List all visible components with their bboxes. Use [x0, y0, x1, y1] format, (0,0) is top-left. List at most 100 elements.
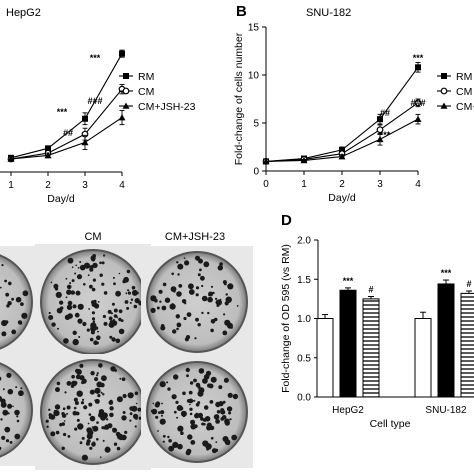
significance-label: ##	[63, 128, 73, 138]
significance-label: ***	[57, 107, 68, 117]
significance-label: ***	[343, 276, 354, 286]
colony-dot	[183, 316, 187, 321]
legend-marker	[441, 73, 447, 79]
colony-dot	[157, 430, 159, 432]
colony-dot	[177, 273, 180, 276]
colony-dot	[157, 411, 161, 414]
colony-dot	[102, 314, 106, 319]
colony-dot	[193, 378, 197, 383]
colony-dot	[100, 391, 103, 394]
colony-dot	[210, 319, 216, 324]
data-point	[7, 155, 15, 162]
colony-dot	[111, 302, 115, 306]
colony-dot	[74, 401, 79, 405]
colony-dot	[56, 381, 61, 386]
colony-dot	[87, 422, 90, 425]
colony-dot	[14, 433, 21, 440]
colony-dot	[7, 412, 10, 415]
data-point	[118, 114, 126, 121]
colony-dot	[138, 416, 142, 420]
colony-dot	[99, 363, 103, 367]
colony-dot	[91, 317, 96, 321]
colony-dot	[81, 436, 85, 440]
colony-dot	[6, 372, 12, 378]
colony-dot	[67, 435, 71, 438]
panel-c-col-cm: CM	[84, 231, 101, 243]
colony-dot	[187, 434, 193, 440]
y-axis-label: Fold-change of cells number	[233, 32, 245, 165]
colony-dot	[96, 381, 103, 388]
colony-dot	[133, 304, 138, 309]
colony-dot	[202, 440, 209, 447]
colony-dot	[83, 405, 88, 410]
colony-dot	[216, 304, 220, 307]
colony-dot	[1, 264, 4, 267]
colony-dot	[207, 383, 212, 388]
colony-dot	[79, 264, 86, 271]
colony-dot	[71, 266, 74, 269]
colony-dot	[11, 329, 17, 335]
colony-dot	[109, 320, 114, 324]
colony-dot	[85, 441, 90, 446]
colony-dot	[89, 337, 94, 342]
colony-dot	[168, 445, 175, 452]
colony-dot	[1, 331, 7, 337]
colony-dot	[65, 277, 68, 280]
colony-dot	[102, 393, 105, 396]
colony-dot	[55, 430, 60, 435]
colony-dot	[92, 278, 96, 282]
colony-dot	[203, 405, 209, 410]
colony-dot	[59, 300, 64, 305]
colony-dot	[2, 388, 5, 391]
colony-dot	[230, 326, 233, 329]
colony-dot	[115, 338, 121, 344]
colony-dot	[72, 330, 77, 335]
colony-dot	[94, 377, 99, 382]
legend-label: CM	[456, 86, 472, 98]
colony-dot	[198, 258, 203, 264]
panel-a-title: HepG2	[6, 7, 41, 19]
colony-dot	[61, 446, 65, 450]
colony-dot	[108, 323, 112, 327]
colony-dot	[70, 290, 76, 295]
colony-dot	[124, 300, 129, 304]
colony-dot	[120, 319, 123, 322]
colony-dot	[225, 293, 228, 296]
data-point	[377, 116, 383, 123]
colony-dot	[111, 337, 116, 342]
data-point	[414, 99, 422, 107]
colony-dot	[173, 290, 176, 293]
colony-dot	[194, 337, 197, 340]
colony-dot	[232, 393, 239, 400]
colony-dot	[220, 408, 225, 413]
colony-dot	[226, 441, 231, 446]
colony-dot	[0, 447, 1, 451]
colony-dot	[226, 406, 233, 412]
colony-dot	[137, 407, 142, 412]
colony-dot	[210, 436, 214, 440]
colony-dot	[154, 402, 160, 408]
colony-dot	[92, 320, 96, 323]
colony-dot	[89, 415, 96, 422]
colony-dot	[66, 381, 72, 386]
colony-dot	[99, 456, 102, 459]
colony-dot	[7, 388, 14, 395]
colony-dot	[134, 391, 139, 396]
bar	[316, 318, 334, 398]
data-point	[44, 151, 52, 159]
colony-dot	[121, 377, 126, 382]
legend-marker	[122, 87, 130, 95]
colony-dot	[173, 410, 177, 414]
colony-dot	[177, 263, 184, 270]
colony-dot	[103, 254, 106, 257]
colony-dot	[63, 420, 66, 422]
colony-dot	[190, 419, 196, 425]
colony-dot	[150, 409, 154, 413]
colony-dot	[199, 268, 202, 272]
colony-dot	[217, 265, 223, 271]
colony-dot	[76, 390, 83, 397]
colony-dot	[186, 312, 192, 317]
x-axis-label: Day/d	[328, 192, 356, 204]
colony-dot	[160, 410, 165, 415]
colony-dot	[203, 261, 210, 268]
